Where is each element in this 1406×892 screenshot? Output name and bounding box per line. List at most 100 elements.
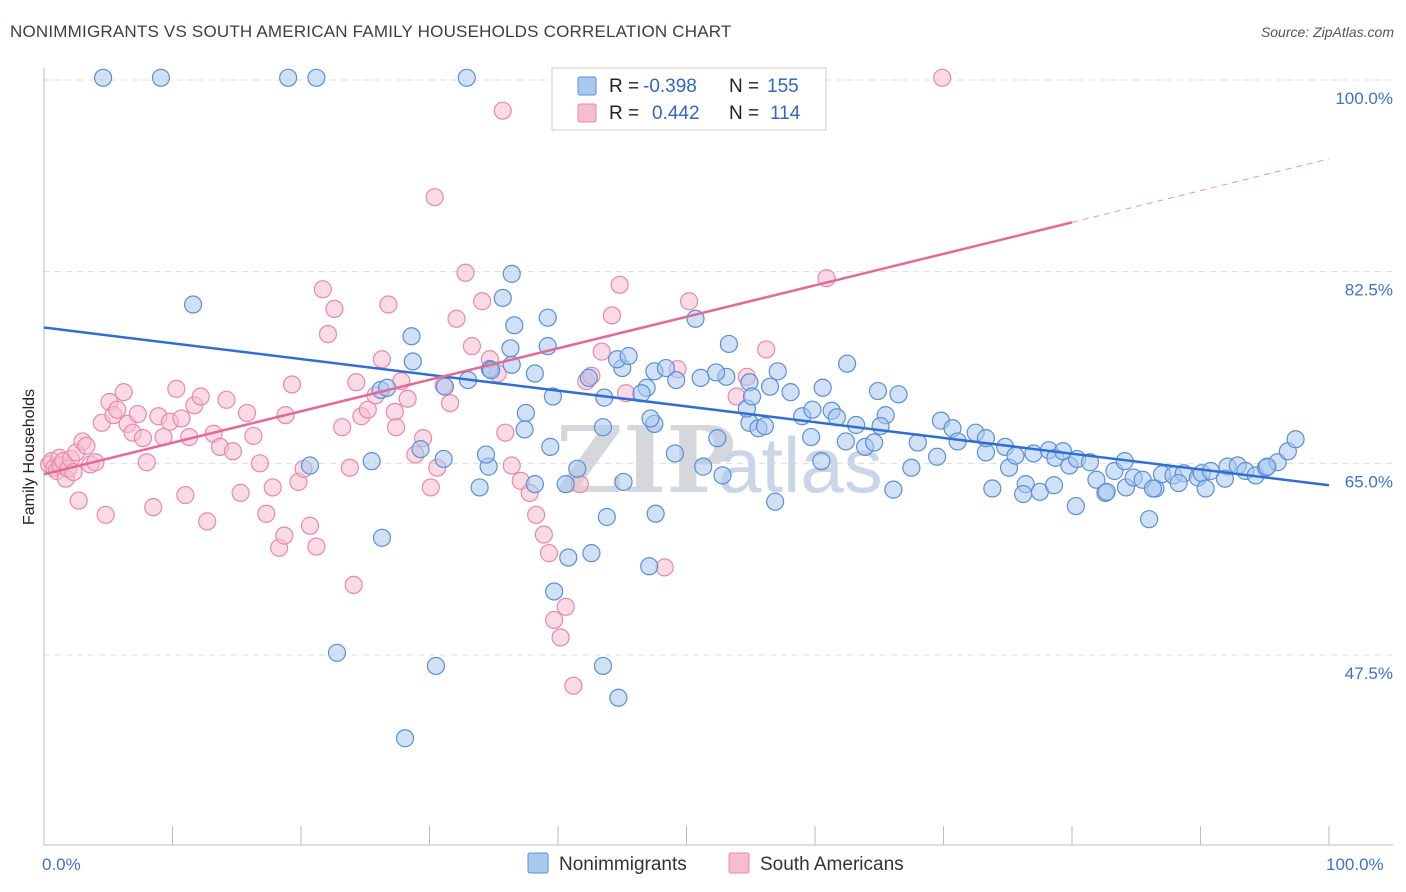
nonimmigrant-point [614,472,633,492]
south-american-point [231,483,250,503]
nonimmigrant-point [327,643,347,662]
nonimmigrant-point [803,400,822,419]
nonimmigrant-point [505,316,524,335]
south-american-point [502,456,521,475]
nonimmigrant-point [766,492,785,511]
x-ticks [172,826,1330,845]
legend-box [551,67,827,131]
nonimmigrant-point [742,387,762,406]
south-american-point [275,526,294,545]
x-min-label: 0.0% [42,855,81,874]
south-american-point [545,610,564,630]
south-american-point [250,454,269,473]
legend-swatch-blue [577,76,597,96]
nonimmigrant-point [983,479,1002,498]
south-american-point [679,292,699,311]
nonimmigrant-point [470,478,489,497]
nonimmigrant-point [395,729,415,748]
south-american-point [96,505,115,524]
south-american-point [610,275,629,294]
nonimmigrant-point [559,548,578,567]
y-tick-label: 82.5% [1345,281,1393,300]
nonimmigrant-point [300,456,320,475]
nonimmigrant-point [279,68,298,87]
trend-lines [43,158,1330,487]
nonimmigrant-point [545,582,564,601]
nonimmigrant-point [667,370,686,390]
south-american-point [757,340,776,359]
south-american-point [191,387,210,406]
nonimmigrant-point [755,416,774,436]
nonimmigrant-point [597,507,616,527]
nonimmigrant-point [151,68,171,87]
nonimmigrant-point [1196,479,1215,498]
legend-n-value-1: 155 [767,76,799,97]
nonimmigrants-trend-line [43,326,1330,487]
nonimmigrant-point [403,352,422,371]
nonimmigrant-point [640,557,659,576]
nonimmigrant-point [838,354,857,373]
south-american-point [176,485,195,505]
nonimmigrant-point [656,358,676,378]
nonimmigrant-point [847,415,866,435]
nonimmigrant-point [372,528,392,547]
south-american-point [244,426,263,446]
south-american-point [237,403,257,423]
south-american-point [69,491,88,510]
south-american-point [325,299,344,319]
nonimmigrant-point [434,449,453,469]
south-american-point [592,342,611,361]
south-american-point [379,295,398,314]
nonimmigrant-point [457,68,476,87]
nonimmigrant-point [781,383,800,402]
nonimmigrant-point [802,427,821,447]
nonimmigrant-point [1087,470,1106,489]
nonimmigrant-point [1215,469,1235,488]
south-american-point [385,402,404,421]
south-american-point [440,393,460,413]
nonimmigrant-point [541,437,560,457]
nonimmigrant-point [1066,496,1085,516]
nonimmigrant-point [706,363,726,382]
nonimmigrant-point [1006,446,1025,465]
south-american-point [539,544,559,563]
south-american-point [425,188,444,207]
south-american-point [473,292,492,311]
south-american-point [198,512,217,531]
source-credit: Source: ZipAtlas.com [1260,24,1394,40]
south-american-point [527,505,546,524]
south-american-point [333,418,352,437]
nonimmigrant-point [525,475,544,494]
nonimmigrant-point [593,656,613,676]
nonimmigrant-point [902,458,921,477]
nonimmigrant-point [1044,476,1064,495]
nonimmigrant-point [543,387,562,406]
bottom-legend: Nonimmigrants South Americans [527,852,904,875]
south-american-point [172,409,191,428]
south-american-point [534,525,553,544]
y-axis-title: Family Households [21,389,38,525]
y-tick-label: 47.5% [1345,664,1393,683]
bottom-legend-swatch-pink [728,852,750,874]
nonimmigrant-point [665,444,685,463]
south-american-point [114,383,133,402]
south-american-point [340,458,359,477]
south-american-point [263,478,282,497]
south-american-point [144,498,163,517]
nonimmigrant-point [609,688,628,707]
nonimmigrant-point [501,339,520,358]
south-american-point [602,306,622,325]
nonimmigrant-point [889,385,908,404]
south-american-point [133,429,153,448]
legend-r-label-1: R = [609,76,639,97]
nonimmigrant-point [582,544,601,563]
bottom-legend-label-1: Nonimmigrants [559,854,687,875]
south-american-point [217,390,236,409]
nonimmigrant-point [760,377,780,396]
south-american-point [655,558,674,577]
nonimmigrant-point [927,447,947,466]
south-american-point [933,68,952,87]
nonimmigrant-point [525,364,544,383]
watermark-atlas: atlas [718,421,883,509]
